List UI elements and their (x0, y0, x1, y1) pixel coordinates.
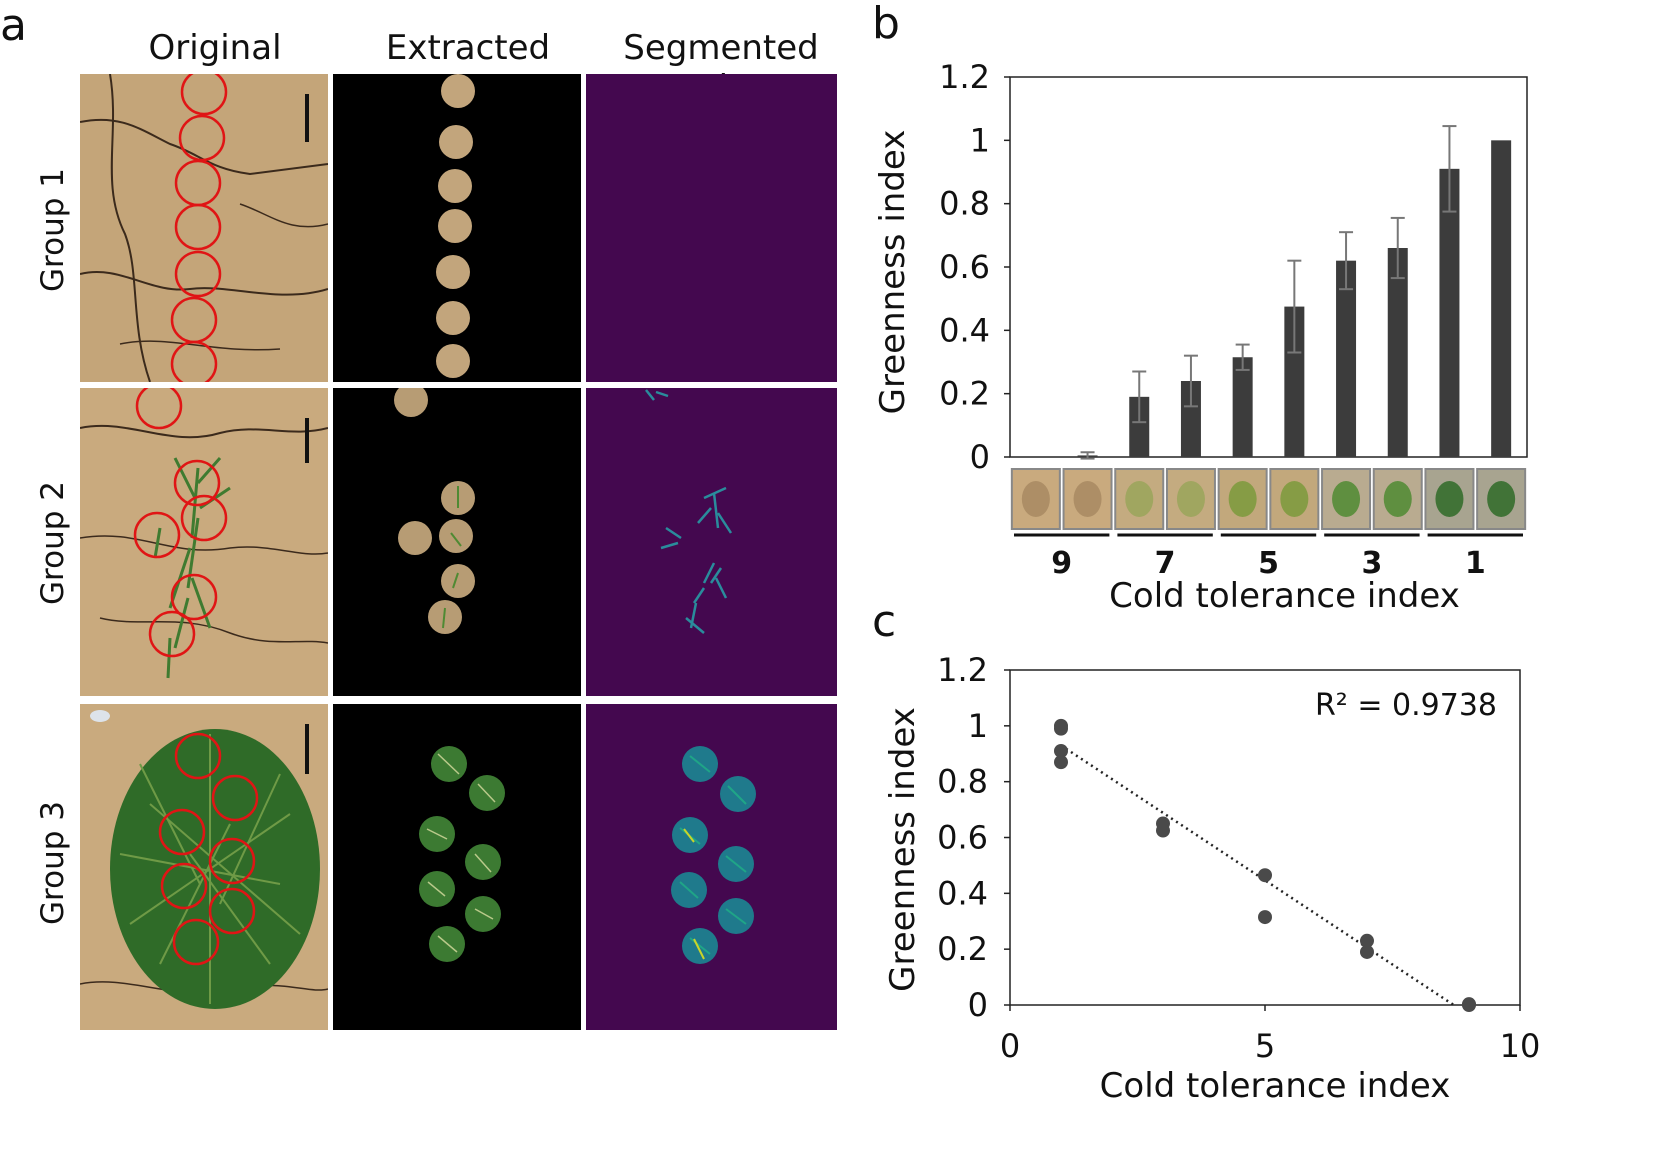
group-label: 3 (1361, 546, 1382, 581)
greenness-scatter-chart: 0 0.2 0.4 0.6 0.8 1 1.2 0 5 10 Cold tolerance inde… (883, 651, 1541, 1106)
x-tick-label: 10 (1500, 1027, 1541, 1065)
group-2-segmented-image (586, 388, 837, 696)
bar (1336, 260, 1357, 457)
group-3-extracted-svg (333, 704, 581, 1030)
panel-b-letter: b (872, 0, 900, 49)
group-2-extracted-svg (333, 388, 581, 696)
medium-thumb-foliage (1280, 481, 1309, 517)
y-tick-label: 0.2 (937, 930, 988, 968)
column-header-original: Original (148, 28, 282, 68)
row-label-group-1: Group 1 (35, 168, 71, 292)
y-tick-label: 0 (968, 986, 988, 1024)
group-3-extracted-image (333, 704, 581, 1030)
x-tick-label: 0 (1000, 1027, 1020, 1065)
group-1-segmented-image (586, 74, 837, 382)
scatter-point (1258, 868, 1272, 883)
sparse-thumb-foliage (1125, 481, 1154, 517)
bar (1439, 168, 1460, 457)
group-label: 9 (1051, 546, 1072, 581)
y-tick-label: 1.2 (939, 58, 990, 96)
y-axis-title: Greenness index (873, 130, 913, 415)
group-label: 7 (1155, 546, 1176, 581)
dense-thumb-foliage (1435, 481, 1464, 517)
group-2-original-image (80, 388, 328, 696)
group-2-extracted-image (333, 388, 581, 696)
group-2-segmented-svg (586, 388, 837, 696)
scatter-point (1054, 755, 1068, 770)
column-header-extracted: Extracted (385, 28, 551, 68)
scatter-point (1258, 910, 1272, 925)
scatter-point (1462, 998, 1476, 1012)
sparse-thumb-foliage (1176, 481, 1205, 517)
y-tick-label: 0 (970, 438, 990, 476)
scatter-point (1360, 944, 1374, 959)
row-label-group-3: Group 3 (35, 801, 71, 925)
bar (1129, 396, 1150, 457)
y-tick-label: 1 (970, 121, 990, 159)
y-tick-label: 1 (968, 707, 988, 745)
group-label: 5 (1258, 546, 1279, 581)
soil-thumb (1010, 468, 1061, 530)
panel-c-letter: c (872, 596, 897, 647)
x-tick-label: 5 (1255, 1027, 1275, 1065)
bar (1232, 357, 1253, 457)
group-3-original-image (80, 704, 328, 1030)
medium-thumb (1217, 468, 1268, 530)
soil-thumb-foliage (1073, 481, 1102, 517)
group-1-original-image (80, 74, 328, 382)
leafy-thumb-foliage (1332, 481, 1361, 517)
group-1-extracted-svg (333, 74, 581, 382)
scatter-point (1156, 823, 1170, 838)
medium-thumb-foliage (1228, 481, 1257, 517)
y-tick-label: 0.2 (939, 375, 990, 413)
bar (1284, 306, 1305, 457)
y-tick-label: 0.6 (939, 248, 990, 286)
y-tick-label: 0.4 (937, 874, 988, 912)
group-1-original-svg (80, 74, 328, 382)
x-axis-title: Cold tolerance index (1100, 1066, 1451, 1106)
trendline (1060, 744, 1455, 1007)
scatter-point (1360, 933, 1374, 948)
y-tick-label: 0.6 (937, 819, 988, 857)
leafy-thumb-foliage (1383, 481, 1412, 517)
scatter-point (1054, 743, 1068, 758)
x-axis-title: Cold tolerance index (1109, 576, 1460, 616)
y-tick-label: 1.2 (937, 651, 988, 689)
y-tick-label: 0.8 (937, 763, 988, 801)
row-label-group-2: Group 2 (35, 481, 71, 605)
scatter-point (1054, 721, 1068, 736)
bar (1387, 248, 1408, 457)
bar (1180, 381, 1201, 457)
group-3-segmented-image (586, 704, 837, 1030)
group-3-original-svg (80, 704, 328, 1030)
panel-a-letter: a (0, 0, 27, 51)
bar (1491, 140, 1512, 457)
dense-thumb-foliage (1487, 481, 1516, 517)
group-1-segmented-svg (586, 74, 837, 382)
y-tick-label: 0.4 (939, 311, 990, 349)
soil-thumb-foliage (1021, 481, 1050, 517)
group-1-extracted-image (333, 74, 581, 382)
group-3-segmented-svg (586, 704, 837, 1030)
r-squared-label: R² = 0.9738 (1315, 688, 1497, 723)
group-label: 1 (1465, 546, 1486, 581)
y-axis-title: Greenness index (883, 707, 923, 992)
group-2-original-svg (80, 388, 328, 696)
leafy-thumb (1321, 468, 1372, 530)
y-tick-label: 0.8 (939, 185, 990, 223)
